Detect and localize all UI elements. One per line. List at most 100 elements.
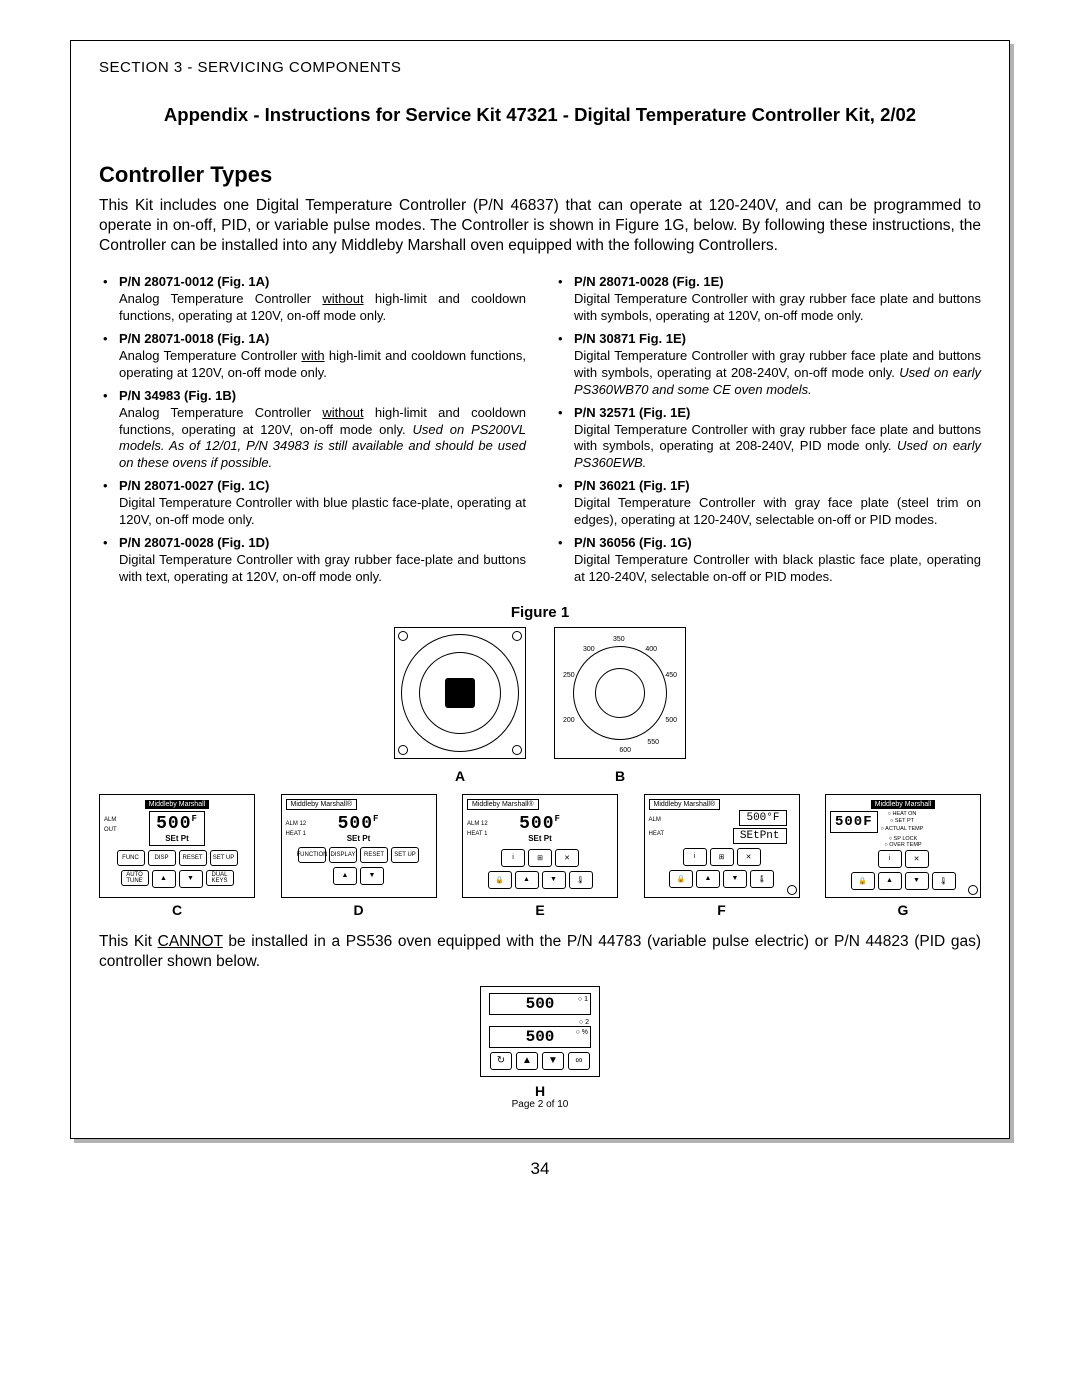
dial-value: 300	[583, 646, 595, 653]
bullet: •	[554, 274, 574, 325]
figure-c: Middleby Marshall ALM OUT 500FSEt Pt FUN…	[99, 794, 255, 918]
info-button: i	[501, 849, 525, 867]
lcd-display: 500FSEt Pt	[149, 811, 205, 846]
item-desc: Digital Temperature Controller with gray…	[119, 552, 526, 586]
brand-label: Middleby Marshall	[145, 800, 209, 809]
list-item: •P/N 28071-0028 (Fig. 1E)Digital Tempera…	[554, 274, 981, 325]
alm-label: ALM	[649, 817, 661, 823]
function-button: FUNCTION	[298, 847, 326, 863]
figure-letter: A	[394, 768, 526, 784]
button-row: i ⊞ ✕	[467, 849, 613, 867]
list-item: •P/N 36021 (Fig. 1F)Digital Temperature …	[554, 478, 981, 529]
item-body: P/N 32571 (Fig. 1E)Digital Temperature C…	[574, 405, 981, 473]
bullet: •	[99, 331, 119, 382]
brand-label: Middleby Marshall	[871, 800, 935, 809]
up-button: ▲	[696, 870, 720, 888]
reset-button: RESET	[360, 847, 388, 863]
dial-value: 200	[563, 717, 575, 724]
item-desc: Analog Temperature Controller without hi…	[119, 405, 526, 473]
temp-button: 🌡	[569, 871, 593, 889]
item-title: P/N 28071-0028 (Fig. 1D)	[119, 535, 526, 552]
button-row: AUTO TUNE ▲ ▼ DUAL KEYS	[104, 870, 250, 888]
bullet: •	[99, 388, 119, 472]
display-button: ⊞	[528, 849, 552, 867]
info-button: i	[878, 850, 902, 868]
screw-icon	[787, 885, 797, 895]
list-item: •P/N 28071-0018 (Fig. 1A)Analog Temperat…	[99, 331, 526, 382]
figure-row-cdefg: Middleby Marshall ALM OUT 500FSEt Pt FUN…	[99, 794, 981, 918]
infinity-button: ∞	[568, 1052, 590, 1070]
bullet: •	[99, 535, 119, 586]
dualkeys-button: DUAL KEYS	[206, 870, 234, 886]
display-button: ⊞	[710, 848, 734, 866]
button-row: 🔒 ▲ ▼ 🌡	[830, 872, 976, 890]
item-desc: Digital Temperature Controller with blac…	[574, 552, 981, 586]
display-2: 500○ %	[489, 1026, 591, 1048]
item-desc: Digital Temperature Controller with gray…	[574, 422, 981, 473]
figure-letter: G	[825, 902, 981, 918]
reset-button: RESET	[179, 850, 207, 866]
lcd-display: 500F	[830, 811, 878, 833]
display-1: 500○ 1	[489, 993, 591, 1015]
alm-label: ALM	[104, 817, 116, 823]
up-button: ▲	[333, 867, 357, 885]
screw-icon	[512, 745, 522, 755]
button-row: ↻ ▲ ▼ ∞	[489, 1052, 591, 1070]
screw-icon	[398, 745, 408, 755]
autotune-button: AUTO TUNE	[121, 870, 149, 886]
item-title: P/N 28071-0012 (Fig. 1A)	[119, 274, 526, 291]
item-title: P/N 30871 Fig. 1E)	[574, 331, 981, 348]
item-desc: Digital Temperature Controller with gray…	[574, 348, 981, 399]
controller-types-heading: Controller Types	[99, 162, 981, 188]
item-desc: Digital Temperature Controller with gray…	[574, 495, 981, 529]
func-button: FUNC	[117, 850, 145, 866]
button-row: i ✕	[830, 850, 976, 868]
figure-d: Middleby Marshall® ALM 12 HEAT 1 500FSEt…	[281, 794, 437, 918]
item-body: P/N 36021 (Fig. 1F)Digital Temperature C…	[574, 478, 981, 529]
figure-f: Middleby Marshall® ALM HEAT 500°F SEtPnt…	[644, 794, 800, 918]
figure-letter: C	[99, 902, 255, 918]
heat1-label: HEAT 1	[286, 831, 306, 837]
setup-button: SET UP	[210, 850, 238, 866]
analog-dial-b: 350 300 400 250 450 200 500 550 600	[554, 627, 686, 759]
item-body: P/N 28071-0012 (Fig. 1A)Analog Temperatu…	[119, 274, 526, 325]
brand-label: Middleby Marshall®	[649, 799, 721, 810]
list-item: •P/N 32571 (Fig. 1E)Digital Temperature …	[554, 405, 981, 473]
button-row: i ⊞ ✕	[649, 848, 795, 866]
item-title: P/N 36021 (Fig. 1F)	[574, 478, 981, 495]
cancel-button: ✕	[737, 848, 761, 866]
inner-page-number: Page 2 of 10	[99, 1099, 981, 1110]
dial-value: 550	[647, 739, 659, 746]
digital-controller-e: Middleby Marshall® ALM 12 HEAT 1 500FSEt…	[462, 794, 618, 898]
bullet: •	[554, 405, 574, 473]
right-column: •P/N 28071-0028 (Fig. 1E)Digital Tempera…	[554, 268, 981, 585]
item-body: P/N 34983 (Fig. 1B)Analog Temperature Co…	[119, 388, 526, 472]
figure-letter: H	[99, 1083, 981, 1099]
figure-h: 500○ 1 ○ 2 500○ % ↻ ▲ ▼ ∞ H Page 2 of 10	[99, 986, 981, 1110]
intro-paragraph: This Kit includes one Digital Temperatur…	[99, 196, 981, 256]
button-row: 🔒 ▲ ▼ 🌡	[649, 870, 795, 888]
down-button: ▼	[542, 1052, 564, 1070]
up-button: ▲	[515, 871, 539, 889]
item-body: P/N 30871 Fig. 1E)Digital Temperature Co…	[574, 331, 981, 399]
appendix-title: Appendix - Instructions for Service Kit …	[99, 104, 981, 126]
section-header: SECTION 3 - SERVICING COMPONENTS	[99, 59, 981, 76]
info-button: i	[683, 848, 707, 866]
list-item: •P/N 36056 (Fig. 1G)Digital Temperature …	[554, 535, 981, 586]
document-page: SECTION 3 - SERVICING COMPONENTS Appendi…	[70, 40, 1010, 1139]
screw-icon	[968, 885, 978, 895]
dial-value: 600	[619, 747, 631, 754]
dial-inner	[595, 668, 645, 718]
setup-button: SET UP	[391, 847, 419, 863]
figure-b: 350 300 400 250 450 200 500 550 600 B	[554, 627, 686, 784]
digital-controller-d: Middleby Marshall® ALM 12 HEAT 1 500FSEt…	[281, 794, 437, 898]
digital-controller-g: Middleby Marshall 500F ○ HEAT ON ○ SET P…	[825, 794, 981, 898]
analog-dial-a	[394, 627, 526, 759]
figure-letter: F	[644, 902, 800, 918]
item-desc: Digital Temperature Controller with gray…	[574, 291, 981, 325]
lock-button: 🔒	[669, 870, 693, 888]
dial-knob	[445, 678, 475, 708]
list-item: •P/N 28071-0012 (Fig. 1A)Analog Temperat…	[99, 274, 526, 325]
down-button: ▼	[542, 871, 566, 889]
disp-button: DISP	[148, 850, 176, 866]
